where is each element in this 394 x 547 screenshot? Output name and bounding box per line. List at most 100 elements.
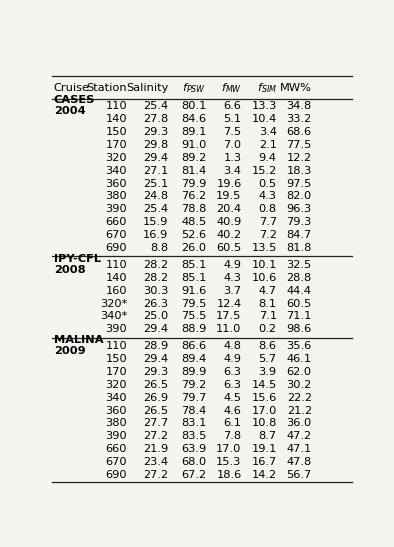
Text: 340: 340 (106, 393, 127, 403)
Text: 13.3: 13.3 (251, 101, 277, 111)
Text: 660: 660 (106, 217, 127, 228)
Text: 89.2: 89.2 (181, 153, 206, 162)
Text: 27.1: 27.1 (143, 166, 168, 176)
Text: 77.5: 77.5 (286, 139, 312, 150)
Text: 28.2: 28.2 (143, 260, 168, 270)
Text: 13.5: 13.5 (251, 243, 277, 253)
Text: 390: 390 (105, 324, 127, 334)
Text: 27.2: 27.2 (143, 470, 168, 480)
Text: 390: 390 (105, 432, 127, 441)
Text: 14.5: 14.5 (251, 380, 277, 389)
Text: 29.3: 29.3 (143, 366, 168, 377)
Text: 80.1: 80.1 (181, 101, 206, 111)
Text: 5.7: 5.7 (258, 354, 277, 364)
Text: 17.5: 17.5 (216, 311, 242, 322)
Text: 14.2: 14.2 (252, 470, 277, 480)
Text: 28.8: 28.8 (286, 272, 312, 283)
Text: 170: 170 (105, 366, 127, 377)
Text: 380: 380 (105, 191, 127, 201)
Text: 4.3: 4.3 (224, 272, 242, 283)
Text: 62.0: 62.0 (287, 366, 312, 377)
Text: 29.4: 29.4 (143, 324, 168, 334)
Text: 15.3: 15.3 (216, 457, 242, 467)
Text: 4.7: 4.7 (259, 286, 277, 295)
Text: 670: 670 (106, 457, 127, 467)
Text: 27.8: 27.8 (143, 114, 168, 124)
Text: 85.1: 85.1 (181, 260, 206, 270)
Text: 7.1: 7.1 (258, 311, 277, 322)
Text: 4.8: 4.8 (224, 341, 242, 351)
Text: 690: 690 (106, 470, 127, 480)
Text: 660: 660 (106, 444, 127, 455)
Text: IPY-CFL: IPY-CFL (54, 254, 101, 264)
Text: 16.7: 16.7 (251, 457, 277, 467)
Text: 12.2: 12.2 (287, 153, 312, 162)
Text: 32.5: 32.5 (286, 260, 312, 270)
Text: 4.5: 4.5 (224, 393, 242, 403)
Text: Station: Station (87, 83, 127, 93)
Text: 0.2: 0.2 (259, 324, 277, 334)
Text: 71.1: 71.1 (286, 311, 312, 322)
Text: 84.6: 84.6 (181, 114, 206, 124)
Text: 86.6: 86.6 (181, 341, 206, 351)
Text: 67.2: 67.2 (181, 470, 206, 480)
Text: 47.2: 47.2 (287, 432, 312, 441)
Text: 19.5: 19.5 (216, 191, 242, 201)
Text: MALINA: MALINA (54, 335, 103, 345)
Text: 7.7: 7.7 (258, 217, 277, 228)
Text: 0.8: 0.8 (258, 205, 277, 214)
Text: 19.1: 19.1 (251, 444, 277, 455)
Text: Salinity: Salinity (126, 83, 168, 93)
Text: 110: 110 (105, 260, 127, 270)
Text: 2009: 2009 (54, 346, 85, 356)
Text: 83.5: 83.5 (181, 432, 206, 441)
Text: 6.3: 6.3 (224, 366, 242, 377)
Text: 15.2: 15.2 (251, 166, 277, 176)
Text: 360: 360 (106, 405, 127, 416)
Text: 8.6: 8.6 (259, 341, 277, 351)
Text: 79.5: 79.5 (181, 299, 206, 309)
Text: 16.9: 16.9 (143, 230, 168, 240)
Text: 21.9: 21.9 (143, 444, 168, 455)
Text: 48.5: 48.5 (181, 217, 206, 228)
Text: 35.6: 35.6 (286, 341, 312, 351)
Text: 25.4: 25.4 (143, 101, 168, 111)
Text: 4.3: 4.3 (259, 191, 277, 201)
Text: 0.5: 0.5 (258, 178, 277, 189)
Text: $f_{\mathregular{SIM}}$: $f_{\mathregular{SIM}}$ (256, 81, 277, 95)
Text: 36.0: 36.0 (286, 418, 312, 428)
Text: 30.3: 30.3 (143, 286, 168, 295)
Text: 10.1: 10.1 (251, 260, 277, 270)
Text: 22.2: 22.2 (287, 393, 312, 403)
Text: 670: 670 (106, 230, 127, 240)
Text: 110: 110 (105, 341, 127, 351)
Text: 12.4: 12.4 (216, 299, 242, 309)
Text: 8.8: 8.8 (150, 243, 168, 253)
Text: 26.5: 26.5 (143, 380, 168, 389)
Text: 380: 380 (105, 418, 127, 428)
Text: 82.0: 82.0 (286, 191, 312, 201)
Text: 4.9: 4.9 (224, 354, 242, 364)
Text: 30.2: 30.2 (286, 380, 312, 389)
Text: Cruise: Cruise (54, 83, 90, 93)
Text: 110: 110 (105, 101, 127, 111)
Text: 27.7: 27.7 (143, 418, 168, 428)
Text: 68.6: 68.6 (287, 127, 312, 137)
Text: 150: 150 (105, 354, 127, 364)
Text: 25.0: 25.0 (143, 311, 168, 322)
Text: 150: 150 (105, 127, 127, 137)
Text: 8.7: 8.7 (258, 432, 277, 441)
Text: 320: 320 (106, 380, 127, 389)
Text: 68.0: 68.0 (181, 457, 206, 467)
Text: 340: 340 (106, 166, 127, 176)
Text: 29.8: 29.8 (143, 139, 168, 150)
Text: 3.4: 3.4 (224, 166, 242, 176)
Text: 6.6: 6.6 (224, 101, 242, 111)
Text: 79.2: 79.2 (181, 380, 206, 389)
Text: 47.8: 47.8 (286, 457, 312, 467)
Text: 91.0: 91.0 (181, 139, 206, 150)
Text: $f_{\mathregular{PSW}}$: $f_{\mathregular{PSW}}$ (182, 81, 206, 95)
Text: 63.9: 63.9 (181, 444, 206, 455)
Text: 17.0: 17.0 (216, 444, 242, 455)
Text: 2008: 2008 (54, 265, 85, 275)
